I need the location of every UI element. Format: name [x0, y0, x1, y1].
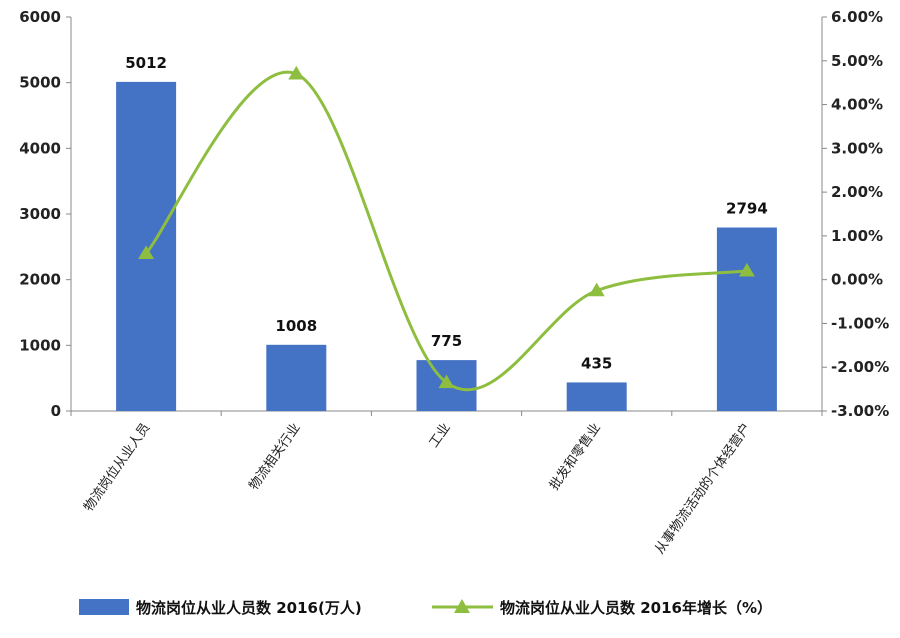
legend-line-marker	[454, 599, 470, 613]
growth-point-marker	[438, 374, 455, 389]
right-tick-label: -2.00%	[831, 358, 889, 376]
bar-data-labels: 5012 1008 775 435 2794	[125, 54, 768, 373]
legend: 物流岗位从业人员数 2016(万人) 物流岗位从业人员数 2016年增长（%）	[79, 599, 772, 617]
left-tick-label: 5000	[19, 74, 61, 92]
legend-bar-swatch	[79, 599, 129, 615]
right-tick-label: 3.00%	[831, 139, 883, 157]
category-labels: 物流岗位从业人员 物流相关行业 工业 批发和零售业 从事物流活动的个体经营户	[81, 420, 754, 557]
bar-data-label: 775	[431, 332, 462, 350]
right-axis-ticks: -3.00% -2.00% -1.00% 0.00% 1.00% 2.00% 3.00% 4.…	[822, 8, 889, 420]
legend-bar-label: 物流岗位从业人员数 2016(万人)	[136, 599, 362, 617]
growth-point-marker	[738, 262, 755, 277]
growth-point-marker	[288, 65, 305, 80]
left-tick-label: 3000	[19, 205, 61, 223]
growth-line-path	[144, 70, 748, 392]
category-label: 物流岗位从业人员	[81, 421, 153, 515]
growth-point-marker	[138, 245, 155, 259]
right-tick-label: 0.00%	[831, 271, 883, 289]
legend-line-label: 物流岗位从业人员数 2016年增长（%）	[500, 599, 772, 617]
right-tick-label: -3.00%	[831, 402, 889, 420]
axes	[70, 17, 823, 416]
growth-point-marker	[588, 282, 605, 297]
category-label: 从事物流活动的个体经营户	[652, 420, 755, 557]
right-tick-label: 6.00%	[831, 8, 883, 26]
bar	[716, 227, 777, 411]
right-tick-label: 5.00%	[831, 52, 883, 70]
left-tick-label: 0	[51, 402, 61, 420]
left-tick-label: 2000	[19, 271, 61, 289]
bar	[266, 344, 327, 411]
bar	[566, 382, 627, 411]
category-label: 批发和零售业	[546, 420, 604, 493]
left-tick-label: 4000	[19, 139, 61, 157]
right-tick-label: 1.00%	[831, 227, 883, 245]
left-tick-label: 1000	[19, 336, 61, 354]
bar-data-label: 435	[581, 354, 612, 372]
bars	[116, 81, 777, 412]
category-label: 物流相关行业	[247, 421, 304, 494]
category-label: 工业	[427, 421, 454, 451]
right-tick-label: 4.00%	[831, 96, 883, 114]
bar-data-label: 2794	[726, 200, 768, 218]
right-tick-label: -1.00%	[831, 314, 889, 332]
growth-line	[138, 65, 755, 392]
bar-data-label: 5012	[125, 54, 167, 72]
bar-data-label: 1008	[275, 317, 317, 335]
left-tick-label: 6000	[19, 8, 61, 26]
left-axis-ticks: 0 1000 2000 3000 4000 5000 6000	[19, 8, 71, 420]
right-tick-label: 2.00%	[831, 183, 883, 201]
